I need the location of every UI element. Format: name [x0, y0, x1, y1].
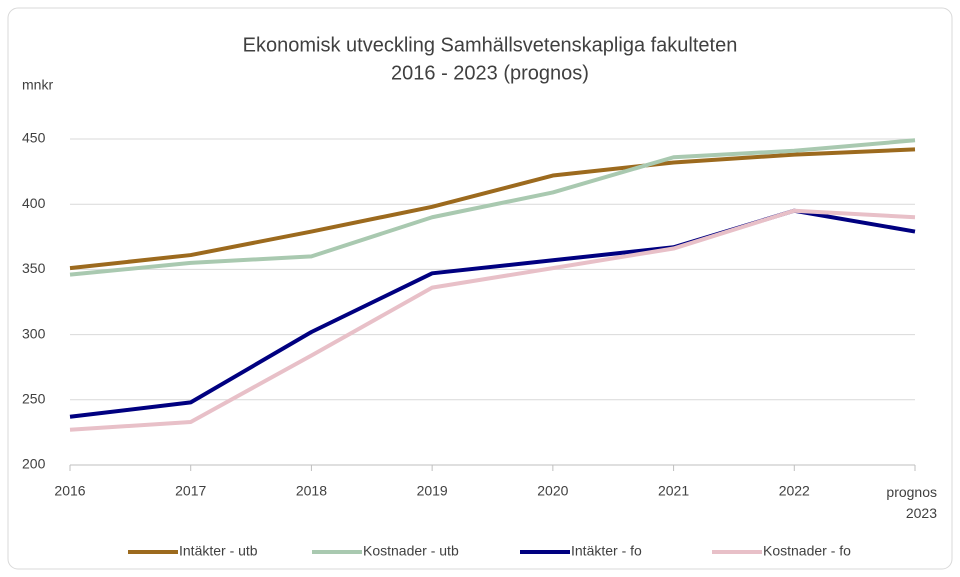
y-tick-label: 300: [22, 325, 46, 341]
x-tick-label: 2016: [54, 483, 85, 499]
x-tick-label: 2017: [175, 483, 206, 499]
y-tick-label: 350: [22, 260, 46, 276]
x-tick-label: 2019: [417, 483, 448, 499]
x-tick-label: 2020: [537, 483, 568, 499]
legend-label: Intäkter - fo: [571, 543, 642, 559]
legend-label: Kostnader - fo: [763, 543, 851, 559]
x-tick-label: 2018: [296, 483, 327, 499]
series-line: [69, 138, 916, 277]
chart-frame: [7, 7, 953, 570]
y-tick-label: 250: [22, 391, 46, 407]
legend-label: Intäkter - utb: [179, 543, 258, 559]
x-tick-label: 2022: [779, 483, 810, 499]
y-tick-label: 450: [22, 130, 46, 146]
x-tick-label: prognos 2023: [886, 484, 937, 521]
y-tick-label: 200: [22, 456, 46, 472]
y-axis-label: mnkr: [22, 77, 53, 93]
x-tick-label: 2021: [658, 483, 689, 499]
chart-title: Ekonomisk utveckling Samhällsvetenskapli…: [243, 34, 738, 56]
series-line: [69, 147, 916, 271]
chart-subtitle: 2016 - 2023 (prognos): [391, 62, 589, 84]
legend-label: Kostnader - utb: [363, 543, 459, 559]
series-line: [69, 208, 916, 432]
y-tick-label: 400: [22, 195, 46, 211]
